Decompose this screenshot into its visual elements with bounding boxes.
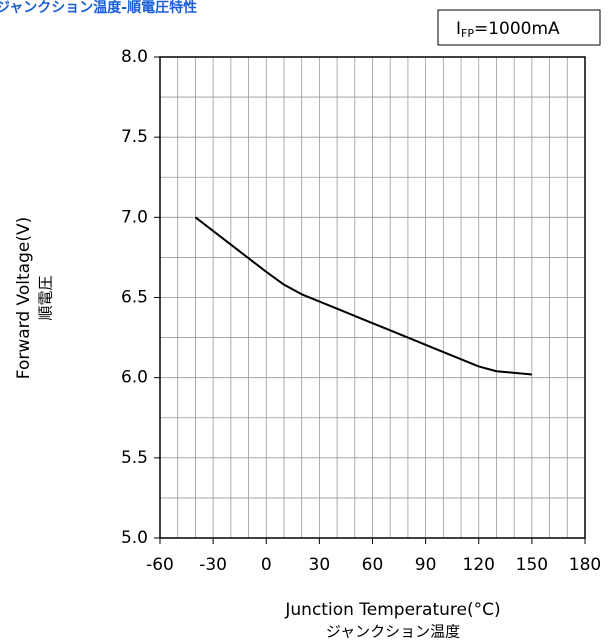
y-tick-label: 5.5 [121,448,148,468]
y-tick-label: 6.0 [121,368,148,388]
y-tick-label: 5.0 [121,528,148,548]
data-line [194,216,532,376]
annotation-rest: =1000mA [474,19,560,39]
x-tick-label: 60 [362,555,384,575]
chart-title: ジャンクション温度-順電圧特性 [0,0,197,16]
x-tick-label: 120 [463,555,495,575]
x-tick-label: 0 [261,555,272,575]
x-axis-label: ジャンクション温度 [326,623,460,641]
y-axis-label: Forward Voltage(V) [14,217,34,379]
plot-frame [159,56,586,539]
annotation-sub: FP [461,27,474,40]
annotation: IFP=1000mA [456,19,560,40]
y-axis-label: 順電圧 [37,275,55,320]
legend-box [437,9,601,46]
annotation-main: I [456,19,461,39]
x-axis-label: Junction Temperature(°C) [284,600,500,620]
x-tick-label: 90 [415,555,437,575]
x-tick-label: 180 [569,555,601,575]
y-tick-label: 6.5 [121,288,148,308]
x-tick-label: 30 [309,555,331,575]
x-tick-label: -60 [146,555,174,575]
x-tick-label: -30 [199,555,227,575]
y-tick-label: 7.5 [121,127,148,147]
x-tick-label: 150 [516,555,548,575]
y-tick-label: 8.0 [121,47,148,67]
y-tick-label: 7.0 [121,207,148,227]
